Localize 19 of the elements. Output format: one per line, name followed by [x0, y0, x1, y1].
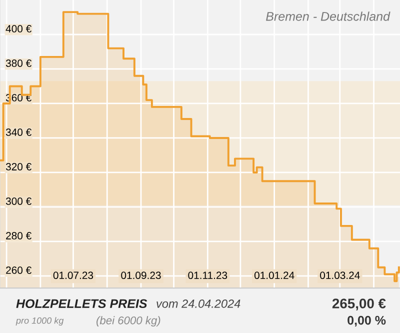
text: 265,00 € — [332, 298, 386, 310]
y-tick-label: 320 € — [6, 163, 32, 170]
x-tick-label: 01.01.24 — [254, 272, 294, 280]
x-tick-label: 01.09.23 — [121, 272, 161, 280]
x-tick-label: 01.03.24 — [320, 272, 360, 280]
text: (bei 6000 kg) — [96, 316, 160, 327]
y-tick-label: 300 € — [6, 198, 32, 205]
y-tick-label: 400 € — [6, 25, 32, 32]
y-tick-label: 260 € — [6, 266, 32, 274]
x-tick-label: 01.07.23 — [53, 272, 94, 280]
text: Bremen - Deutschland — [266, 12, 390, 21]
text: pro 1000 kg — [16, 317, 64, 326]
text: vom 24.04.2024 — [156, 300, 240, 308]
y-tick-label: 340 € — [6, 128, 32, 136]
y-tick-label: 380 € — [6, 60, 32, 67]
x-tick-label: 01.11.23 — [188, 272, 228, 280]
y-tick-label: 280 € — [6, 232, 32, 240]
text: HOLZPELLETS PREIS — [16, 299, 148, 308]
text: 0,00 % — [348, 316, 386, 327]
